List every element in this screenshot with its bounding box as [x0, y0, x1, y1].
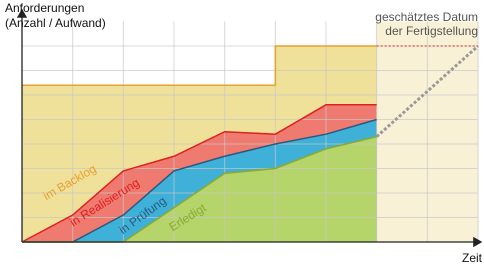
annotation: geschätztes Datum [375, 10, 478, 24]
band-line [22, 118, 377, 243]
x-axis-label: Zeit [462, 251, 483, 265]
band-area [22, 136, 377, 242]
forecast-line [375, 44, 480, 138]
y-axis-label: Anforderungen [5, 1, 84, 15]
annotation: der Fertigstellung [385, 24, 478, 38]
band-line [21, 104, 377, 243]
y-axis-label: (Anzahl / Aufwand) [5, 16, 106, 30]
band-line [22, 45, 377, 86]
